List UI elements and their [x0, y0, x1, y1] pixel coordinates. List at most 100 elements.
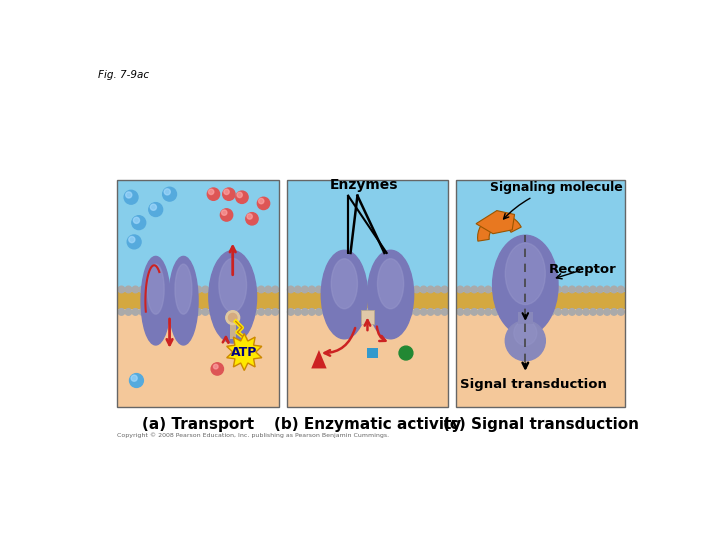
Circle shape	[434, 308, 441, 315]
Circle shape	[548, 286, 554, 293]
FancyBboxPatch shape	[117, 292, 279, 309]
FancyBboxPatch shape	[361, 310, 374, 324]
Circle shape	[323, 286, 329, 293]
Polygon shape	[476, 211, 515, 234]
Circle shape	[597, 286, 603, 293]
FancyBboxPatch shape	[456, 180, 626, 301]
Circle shape	[272, 286, 279, 293]
Circle shape	[150, 204, 156, 210]
Circle shape	[222, 210, 227, 215]
Circle shape	[302, 308, 308, 315]
Circle shape	[513, 308, 519, 315]
Ellipse shape	[148, 264, 164, 314]
Circle shape	[330, 308, 336, 315]
Circle shape	[485, 286, 492, 293]
Circle shape	[534, 286, 541, 293]
Circle shape	[603, 308, 611, 315]
Circle shape	[478, 308, 485, 315]
Text: (a) Transport: (a) Transport	[142, 417, 254, 431]
Circle shape	[618, 308, 624, 315]
Text: Receptor: Receptor	[549, 264, 616, 279]
Circle shape	[372, 286, 378, 293]
Circle shape	[257, 197, 270, 210]
Ellipse shape	[175, 264, 192, 314]
Circle shape	[164, 189, 171, 195]
Circle shape	[209, 286, 215, 293]
Circle shape	[343, 286, 350, 293]
Circle shape	[251, 286, 258, 293]
Circle shape	[315, 308, 322, 315]
Ellipse shape	[505, 321, 545, 361]
FancyBboxPatch shape	[456, 292, 626, 309]
Circle shape	[287, 286, 294, 293]
Circle shape	[527, 286, 534, 293]
Circle shape	[153, 286, 160, 293]
Circle shape	[265, 286, 271, 293]
FancyBboxPatch shape	[287, 180, 449, 301]
Ellipse shape	[209, 251, 256, 343]
Circle shape	[224, 189, 229, 194]
Circle shape	[520, 308, 526, 315]
Circle shape	[202, 286, 209, 293]
Circle shape	[133, 217, 140, 224]
Circle shape	[357, 286, 364, 293]
Circle shape	[181, 286, 188, 293]
Circle shape	[336, 308, 343, 315]
Circle shape	[464, 286, 471, 293]
Text: Signaling molecule: Signaling molecule	[490, 181, 623, 219]
Circle shape	[153, 308, 160, 315]
Circle shape	[132, 215, 145, 230]
Ellipse shape	[367, 250, 414, 339]
Circle shape	[323, 308, 329, 315]
Circle shape	[406, 286, 413, 293]
Circle shape	[471, 308, 477, 315]
Circle shape	[251, 308, 258, 315]
Circle shape	[127, 235, 141, 249]
Circle shape	[427, 308, 434, 315]
Circle shape	[555, 308, 562, 315]
Ellipse shape	[168, 256, 198, 345]
Circle shape	[485, 308, 492, 315]
Circle shape	[582, 308, 590, 315]
Circle shape	[527, 308, 534, 315]
Circle shape	[167, 286, 174, 293]
Circle shape	[457, 308, 464, 315]
Circle shape	[457, 286, 464, 293]
Circle shape	[223, 308, 230, 315]
Circle shape	[385, 286, 392, 293]
Circle shape	[541, 308, 547, 315]
Polygon shape	[477, 214, 521, 241]
Circle shape	[211, 363, 223, 375]
FancyBboxPatch shape	[117, 180, 279, 301]
Circle shape	[590, 308, 596, 315]
Circle shape	[576, 286, 582, 293]
Circle shape	[131, 375, 138, 381]
Circle shape	[139, 286, 145, 293]
Circle shape	[181, 308, 188, 315]
Circle shape	[188, 286, 194, 293]
Circle shape	[590, 286, 596, 293]
Circle shape	[294, 308, 301, 315]
Circle shape	[132, 308, 139, 315]
Circle shape	[385, 308, 392, 315]
Circle shape	[597, 308, 603, 315]
Circle shape	[569, 308, 575, 315]
Circle shape	[265, 308, 271, 315]
Text: Signal transduction: Signal transduction	[459, 377, 606, 390]
Circle shape	[513, 286, 519, 293]
Circle shape	[315, 286, 322, 293]
Circle shape	[492, 286, 498, 293]
Circle shape	[618, 286, 624, 293]
Circle shape	[195, 308, 202, 315]
Circle shape	[272, 308, 279, 315]
Circle shape	[364, 308, 371, 315]
Circle shape	[129, 237, 135, 242]
Circle shape	[392, 286, 399, 293]
Circle shape	[434, 286, 441, 293]
FancyBboxPatch shape	[287, 292, 449, 309]
Circle shape	[357, 308, 364, 315]
Circle shape	[520, 286, 526, 293]
Circle shape	[132, 286, 139, 293]
Circle shape	[555, 286, 562, 293]
FancyBboxPatch shape	[117, 301, 279, 408]
